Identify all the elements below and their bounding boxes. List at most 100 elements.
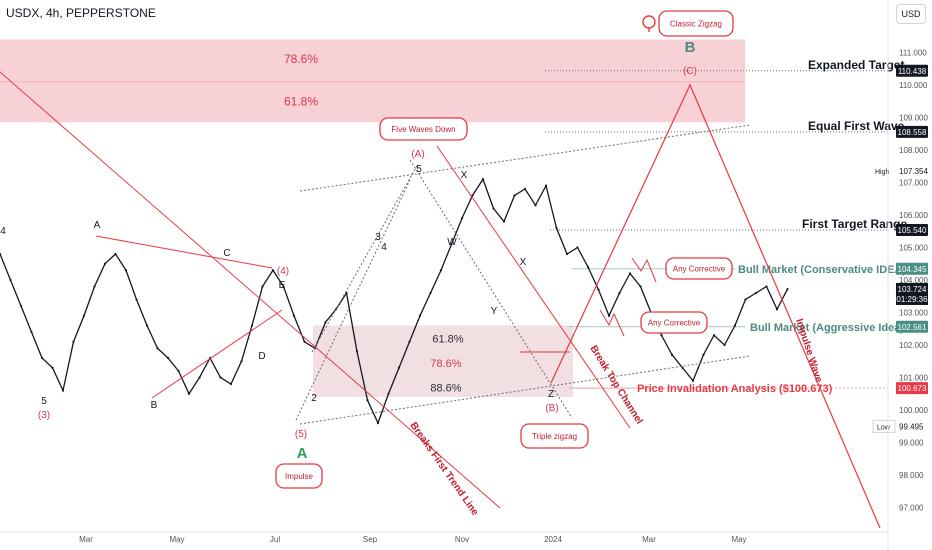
- price-point: [292, 314, 296, 317]
- wave-label: 5: [416, 164, 422, 175]
- wave-label: (3): [38, 410, 50, 421]
- wave-label: 3: [375, 232, 381, 243]
- price-point: [187, 392, 191, 395]
- descending-trendline: [0, 71, 501, 509]
- callout-box: [640, 311, 708, 334]
- fib-label-786-top: 78.6%: [284, 52, 318, 66]
- price-point: [355, 350, 359, 353]
- price-point: [597, 288, 600, 291]
- price-point: [229, 382, 233, 386]
- fib-label-786: 78.6%: [430, 358, 461, 370]
- wave-label: (4): [277, 266, 289, 277]
- price-point: [618, 291, 621, 295]
- wave-label: Z: [548, 389, 554, 400]
- rotated-annotation: Breaks First Trend Line: [408, 420, 481, 518]
- fib-label-618: 61.8%: [432, 334, 463, 346]
- price-point: [72, 340, 75, 343]
- wave-label: W: [447, 237, 457, 248]
- axis-tag-text-5: 100.673: [898, 384, 927, 393]
- price-point: [534, 204, 537, 207]
- break-top-channel-line: [436, 145, 631, 429]
- wave-label: A: [94, 220, 101, 231]
- price-point: [261, 285, 264, 288]
- y-tick-label: 105.000: [899, 244, 928, 253]
- price-point: [754, 291, 758, 295]
- price-point: [733, 324, 737, 327]
- axis-tag-5: [896, 382, 928, 395]
- wave-label: D: [258, 351, 265, 362]
- callout-text: Any Corrective: [673, 265, 726, 274]
- price-point: [156, 347, 159, 350]
- level-label-1: Equal First Wave: [808, 119, 905, 133]
- price-point: [145, 324, 149, 327]
- wave-label: B: [151, 400, 158, 411]
- price-point: [82, 314, 86, 317]
- callout-text: Any Corrective: [648, 319, 701, 328]
- fib-zone-0: [0, 39, 745, 82]
- corrective-hint-2: [599, 309, 625, 337]
- price-point: [9, 278, 12, 282]
- level-label-4: Bull Market (Aggressive Idea): [750, 322, 904, 334]
- y-tick-label: 104.000: [899, 276, 928, 285]
- price-point: [387, 392, 390, 395]
- y-tick-label: 101.000: [899, 374, 928, 383]
- y-tick-label: 102.000: [899, 341, 928, 350]
- fib-label-886: 88.6%: [430, 382, 461, 394]
- wave-label: Y: [491, 306, 498, 317]
- y-tick-label: 103.000: [899, 309, 928, 318]
- high-label: High: [875, 169, 890, 176]
- y-tick-label: 97.000: [899, 504, 924, 513]
- axis-tag-4: [896, 320, 928, 333]
- price-point: [628, 272, 632, 275]
- wave-label: (A): [411, 149, 424, 160]
- price-point: [19, 304, 23, 308]
- price-point: [586, 265, 590, 269]
- price-point: [555, 226, 558, 230]
- price-point: [765, 285, 768, 288]
- price-point: [61, 389, 65, 392]
- current-price-tag: [896, 282, 928, 305]
- price-point: [177, 369, 180, 373]
- lightbulb-icon: [642, 15, 656, 29]
- x-tick-label: 2024: [544, 535, 562, 544]
- callout-text: Triple zigzag: [532, 432, 577, 441]
- price-point: [744, 298, 747, 301]
- callout-box: [275, 463, 323, 489]
- callout-text: Five Waves Down: [391, 125, 455, 134]
- price-point: [366, 399, 369, 402]
- callout-box: [520, 423, 589, 449]
- currency-button[interactable]: USD: [896, 4, 926, 24]
- price-point: [492, 207, 495, 210]
- wave-label: (C): [683, 66, 697, 77]
- price-point: [219, 376, 222, 379]
- axis-tag-text-4: 102.561: [898, 323, 927, 332]
- price-point: [786, 288, 789, 291]
- wave-label: A: [297, 445, 308, 462]
- wave-label: X: [461, 170, 468, 181]
- callout-box: [379, 117, 468, 141]
- price-point: [670, 353, 674, 356]
- upper-channel-line: [299, 124, 751, 192]
- wave-label: C: [223, 248, 230, 259]
- callout-text: Classic Zigzag: [670, 20, 722, 29]
- price-point: [376, 421, 380, 425]
- x-tick-label: Jul: [270, 535, 280, 544]
- level-label-2: First Target Range: [802, 217, 907, 231]
- wave-label: X: [520, 257, 527, 268]
- level-label-0: Expanded Target: [808, 58, 904, 72]
- price-point: [303, 340, 306, 343]
- fib-zone-3: [313, 351, 573, 375]
- impulse-channel-upper: [311, 163, 419, 353]
- price-point: [450, 243, 453, 246]
- price-point: [481, 178, 485, 181]
- callout-box: [665, 257, 733, 280]
- x-tick-label: May: [169, 535, 184, 544]
- price-point: [271, 269, 275, 272]
- price-point: [124, 269, 128, 272]
- price-point: [544, 184, 548, 187]
- price-point: [418, 314, 422, 317]
- wave-label: E: [279, 280, 286, 291]
- price-point: [429, 291, 432, 295]
